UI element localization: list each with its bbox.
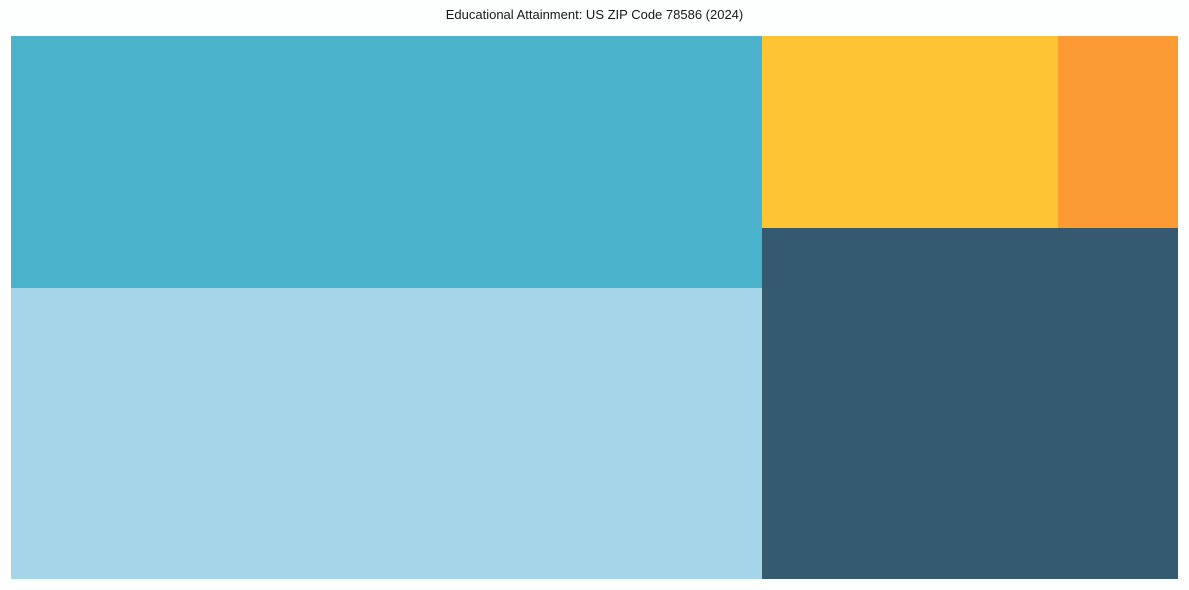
treemap-tile[interactable]: Some college, no degree bbox=[762, 228, 1178, 579]
chart-title: Educational Attainment: US ZIP Code 7858… bbox=[445, 7, 744, 22]
treemap-tile[interactable]: High school graduate (includes equivalen… bbox=[11, 36, 762, 288]
treemap-plot-area: High school graduate (includes equivalen… bbox=[11, 36, 1178, 579]
treemap-tile[interactable]: Bachelor's degree or higher bbox=[1058, 36, 1178, 228]
treemap-tile[interactable]: Associate's degree bbox=[762, 36, 1058, 228]
treemap-tile[interactable]: Less than high school diploma bbox=[11, 288, 762, 579]
